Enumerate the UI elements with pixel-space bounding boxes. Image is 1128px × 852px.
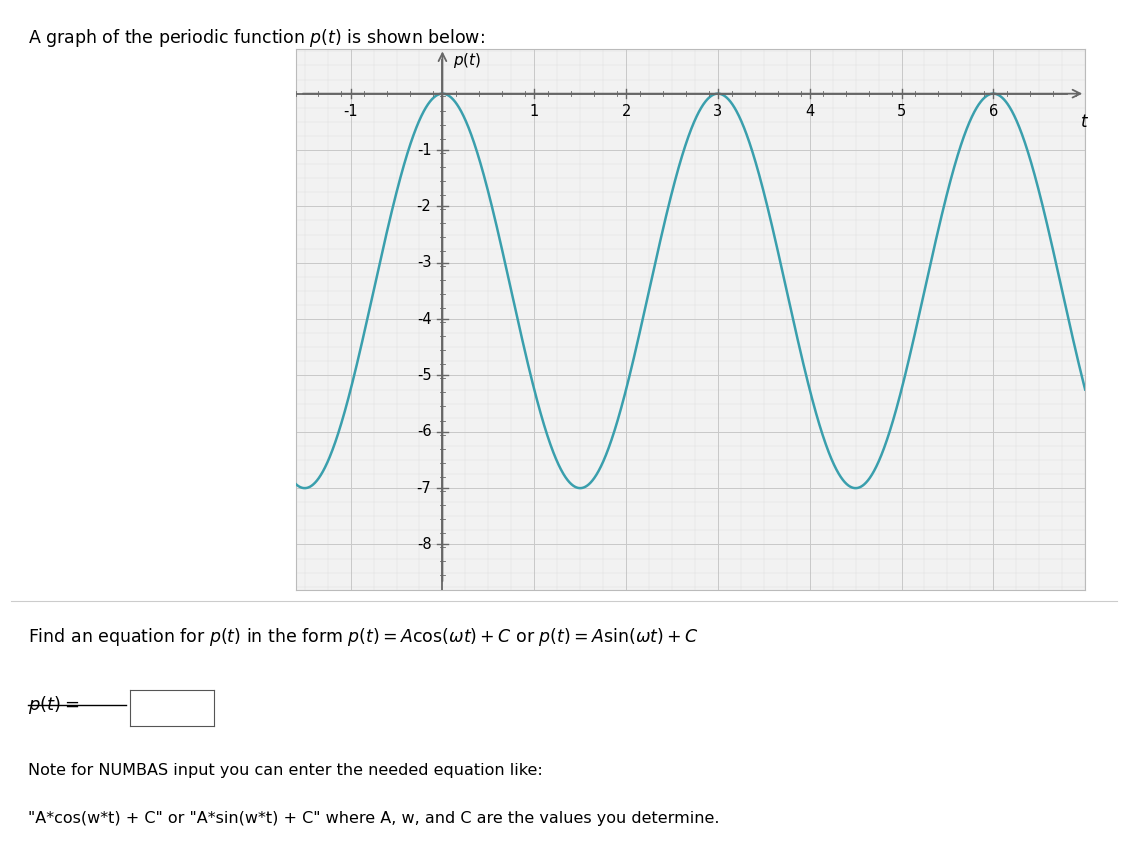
Text: Note for NUMBAS input you can enter the needed equation like:: Note for NUMBAS input you can enter the … — [28, 763, 543, 778]
Text: -1: -1 — [416, 142, 431, 158]
Text: -4: -4 — [416, 312, 431, 326]
Text: -7: -7 — [416, 481, 431, 496]
Text: -3: -3 — [417, 256, 431, 270]
Text: 1: 1 — [530, 104, 539, 118]
Text: 5: 5 — [897, 104, 906, 118]
Text: -2: -2 — [416, 199, 431, 214]
Text: $p(t) =$: $p(t) =$ — [28, 694, 79, 717]
Text: 6: 6 — [989, 104, 998, 118]
Text: -5: -5 — [416, 368, 431, 383]
Text: $p(t)$: $p(t)$ — [453, 51, 482, 71]
Text: A graph of the periodic function $p(t)$ is shown below:: A graph of the periodic function $p(t)$ … — [28, 27, 485, 49]
Text: -1: -1 — [343, 104, 358, 118]
Text: "A*cos(w*t) + C" or "A*sin(w*t) + C" where A, w, and C are the values you determ: "A*cos(w*t) + C" or "A*sin(w*t) + C" whe… — [28, 811, 720, 826]
Text: Find an equation for $p(t)$ in the form $p(t) = A\cos(\omega t) + C$ or $p(t) = : Find an equation for $p(t)$ in the form … — [28, 626, 699, 648]
Text: -8: -8 — [416, 537, 431, 552]
Text: 2: 2 — [622, 104, 631, 118]
Text: t: t — [1081, 113, 1087, 131]
Text: -6: -6 — [416, 424, 431, 440]
Text: 4: 4 — [805, 104, 814, 118]
Text: 3: 3 — [713, 104, 722, 118]
